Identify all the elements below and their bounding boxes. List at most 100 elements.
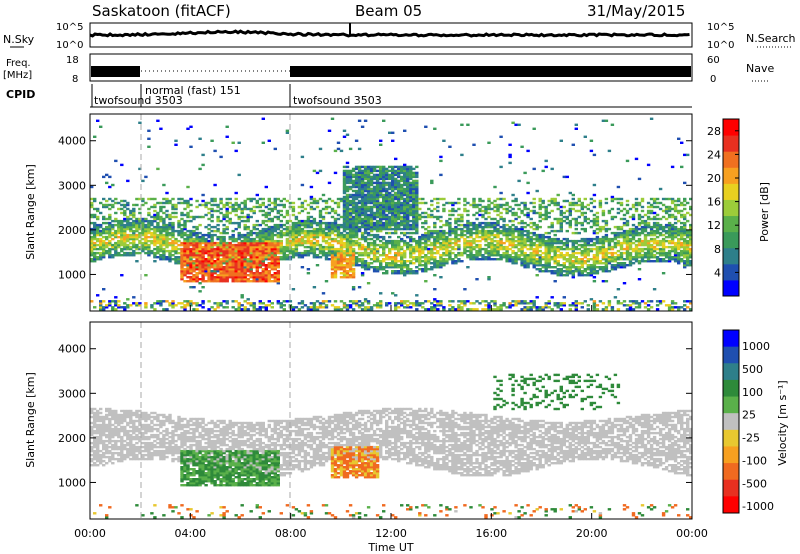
power-cell [261, 227, 265, 231]
power-cell [159, 304, 163, 307]
power-cell [99, 225, 103, 229]
power-cell [315, 233, 320, 237]
power-cell [183, 272, 187, 275]
power-cell [460, 217, 464, 221]
power-cell [397, 264, 401, 267]
power-cell [228, 272, 232, 275]
power-cell [445, 243, 449, 247]
power-cell [520, 145, 524, 148]
power-cell [544, 304, 548, 307]
power-cell [255, 251, 259, 255]
power-cell [418, 249, 422, 253]
power-cell [375, 260, 380, 263]
power-cell [345, 227, 350, 231]
power-cell [183, 199, 187, 203]
power-cell [108, 304, 112, 307]
power-cell [385, 191, 389, 195]
power-cell [481, 225, 485, 229]
power-cell [511, 239, 515, 243]
power-cell [351, 183, 356, 187]
power-cell [439, 300, 443, 303]
power-cell [120, 237, 124, 241]
power-cell [231, 237, 235, 241]
power-cell [258, 251, 262, 255]
power-cell [258, 229, 262, 233]
power-cell [511, 260, 515, 263]
power-cell [592, 270, 597, 273]
power-cell [568, 260, 572, 263]
power-cell [333, 258, 338, 261]
power-cell [439, 159, 443, 163]
power-cell [129, 229, 133, 233]
power-cell [126, 306, 130, 309]
power-cell [333, 300, 338, 303]
power-cell [360, 191, 365, 195]
power-cell [463, 249, 467, 253]
power-cell [153, 231, 157, 235]
power-cell [385, 239, 389, 243]
power-cell [228, 258, 232, 261]
power-cell [427, 251, 431, 255]
power-cell [375, 247, 380, 251]
power-cell [433, 256, 437, 259]
power-cell [372, 260, 377, 263]
power-cell [246, 264, 250, 267]
power-cell [279, 231, 283, 235]
power-cell [436, 209, 440, 213]
power-cell [535, 227, 539, 231]
power-cell [589, 201, 594, 205]
power-cell [385, 243, 389, 247]
power-cell [339, 223, 344, 227]
power-cell [607, 300, 612, 303]
power-cell [132, 215, 136, 219]
power-cell [460, 251, 464, 255]
power-cell [535, 264, 539, 267]
power-cell [400, 169, 404, 173]
power-cell [234, 278, 238, 281]
power-cell [360, 217, 365, 221]
power-cell [348, 268, 353, 271]
power-cell [294, 221, 299, 225]
power-cell [400, 203, 404, 207]
power-cell [556, 272, 560, 275]
power-cell [300, 227, 305, 231]
power-cell [183, 245, 187, 249]
power-cell [321, 221, 326, 225]
power-cell [189, 268, 193, 271]
power-cell [372, 175, 377, 179]
power-cell [318, 221, 323, 225]
power-cell [502, 241, 506, 245]
power-cell [219, 245, 223, 249]
power-cell [580, 262, 584, 265]
power-cell [255, 249, 259, 253]
power-cell [129, 225, 133, 229]
power-cell [273, 274, 277, 277]
power-cell [117, 241, 121, 245]
power-cell [357, 177, 362, 181]
power-cell [394, 227, 398, 231]
power-cell [397, 197, 401, 201]
power-cell [201, 247, 205, 251]
power-cell [544, 270, 548, 273]
power-cell [391, 195, 395, 199]
power-cell [589, 264, 594, 267]
power-cell [180, 241, 184, 245]
power-cell [382, 249, 386, 253]
power-cell [487, 141, 491, 144]
power-cell [150, 223, 154, 227]
power-cell [120, 225, 124, 229]
power-cell [102, 256, 106, 259]
power-cell [252, 237, 256, 241]
power-cell [448, 300, 452, 303]
power-cell [517, 243, 521, 247]
power-cell [487, 225, 491, 229]
power-cell [201, 260, 205, 263]
power-cell [312, 308, 317, 311]
power-cell [574, 223, 578, 227]
power-cell [129, 211, 133, 215]
power-cell [391, 223, 395, 227]
power-cell [397, 221, 401, 225]
power-cell [601, 213, 606, 217]
power-cell [183, 260, 187, 263]
power-cell [339, 231, 344, 235]
